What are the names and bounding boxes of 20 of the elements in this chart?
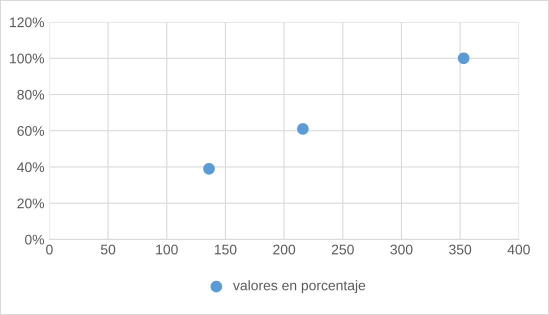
- x-tick-label: 400: [508, 244, 530, 254]
- y-tick-label: 120%: [10, 17, 44, 28]
- point: [297, 123, 309, 135]
- x-tick-label: 0: [46, 244, 53, 254]
- point: [458, 52, 470, 64]
- y-tick-label: 40%: [17, 162, 44, 172]
- x-tick-label: 50: [100, 244, 116, 254]
- x-tick-label: 100: [156, 244, 178, 254]
- y-tick-label: 100%: [10, 54, 44, 64]
- y-tick-label: 60%: [17, 126, 44, 136]
- y-tick-label: 0%: [25, 234, 44, 245]
- x-tick-label: 350: [449, 244, 472, 254]
- y-tick-label: 80%: [17, 90, 44, 100]
- x-tick-label: 300: [390, 244, 412, 254]
- y-tick-label: 20%: [17, 198, 44, 208]
- point: [203, 162, 215, 175]
- x-tick-label: 250: [332, 244, 354, 254]
- legend-label: valores en porcentaje: [233, 280, 366, 294]
- x-tick-label: 150: [214, 244, 236, 254]
- x-tick-label: 200: [273, 244, 296, 254]
